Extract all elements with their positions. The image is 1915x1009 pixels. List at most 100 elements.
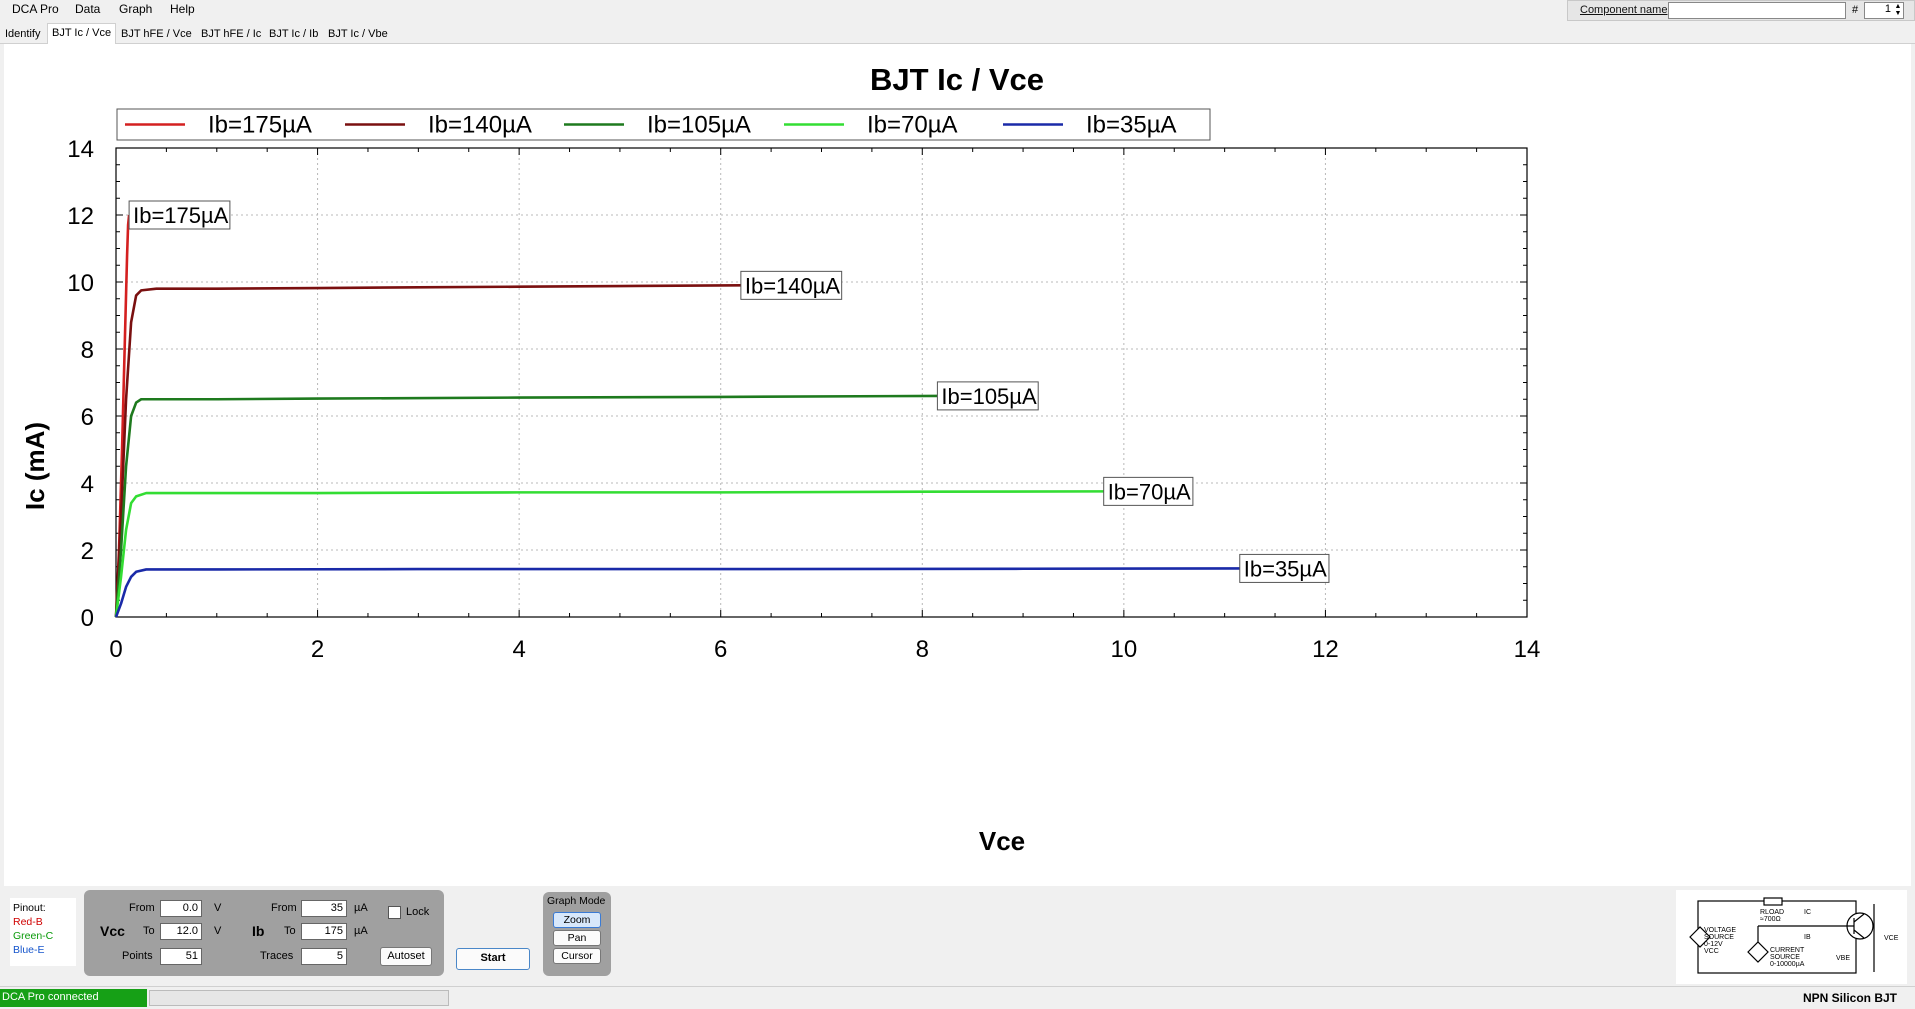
x-tick-label: 8: [916, 636, 929, 663]
cursor-mode-button[interactable]: Cursor: [553, 948, 601, 964]
component-name-label: Component name: [1580, 4, 1668, 16]
autoset-button[interactable]: Autoset: [380, 947, 432, 966]
pan-mode-button[interactable]: Pan: [553, 930, 601, 946]
graph-mode-title: Graph Mode: [547, 895, 606, 907]
series-end-label-box: [1103, 476, 1194, 506]
vsrc-label-4: VCC: [1704, 948, 1719, 955]
pinout-emitter: Blue-E: [13, 944, 45, 956]
ib-label: Ib: [252, 923, 265, 939]
chart-legend[interactable]: Ib=175µA Ib=140µA Ib=105µA Ib=70µA Ib=35µA: [116, 108, 1211, 141]
pinout-title: Pinout:: [13, 902, 46, 914]
ib-to-input[interactable]: 175: [301, 923, 347, 940]
lock-label: Lock: [406, 906, 430, 918]
rload-label: RLOAD: [1760, 909, 1784, 916]
ib-from-unit: µA: [354, 902, 368, 914]
y-tick-label: 2: [81, 538, 94, 565]
lock-checkbox[interactable]: [388, 906, 401, 919]
tab-bjt-hfe-vce[interactable]: BJT hFE / Vce: [121, 28, 192, 40]
vce-label: VCE: [1884, 935, 1899, 942]
series-line-4: [114, 567, 1240, 618]
component-number-spinner[interactable]: 1 ▲ ▼: [1864, 2, 1904, 19]
vcc-from-unit: V: [214, 902, 222, 914]
progress-bar: [149, 990, 449, 1006]
isrc-label-1: CURRENT: [1770, 947, 1805, 954]
vsrc-label-3: 0-12V: [1704, 941, 1723, 948]
points-input[interactable]: 51: [160, 948, 202, 965]
points-label: Points: [122, 950, 153, 962]
tab-bjt-hfe-ic[interactable]: BJT hFE / Ic: [201, 28, 262, 40]
chart-title: BJT Ic / Vce: [870, 62, 1044, 97]
isrc-label-2: SOURCE: [1770, 954, 1800, 961]
legend-label-0: Ib=175µA: [208, 112, 312, 139]
y-tick-label: 8: [81, 337, 94, 364]
component-name-panel: Component name # 1 ▲ ▼: [1567, 0, 1915, 21]
y-tick-label: 12: [67, 203, 94, 230]
ib-circuit-label: IB: [1804, 934, 1811, 941]
graph-mode-panel: Graph Mode Zoom Pan Cursor: [543, 892, 611, 976]
x-tick-label: 10: [1111, 636, 1138, 663]
connection-status: DCA Pro connected: [0, 989, 147, 1007]
series-end-label-3: Ib=70µA: [1103, 476, 1194, 506]
menu-graph[interactable]: Graph: [119, 2, 153, 16]
tab-bjt-ic-vce[interactable]: BJT Ic / Vce: [47, 23, 117, 44]
series-end-labels: Ib=175µA Ib=140µA Ib=105µA Ib=70µA Ib=35µA: [128, 200, 1330, 583]
tab-bjt-ic-vbe[interactable]: BJT Ic / Vbe: [328, 28, 388, 40]
vbe-label: VBE: [1836, 955, 1850, 962]
component-name-input[interactable]: [1668, 2, 1846, 19]
rload-value-label: ≈700Ω: [1760, 916, 1781, 923]
isrc-label-3: 0-10000µA: [1770, 961, 1805, 968]
component-number-value: 1: [1884, 3, 1891, 15]
tab-identify[interactable]: Identify: [5, 28, 41, 40]
vcc-to-unit: V: [214, 925, 222, 937]
vsrc-label-2: SOURCE: [1704, 934, 1734, 941]
ib-from-label: From: [271, 902, 297, 914]
pinout-collector: Green-C: [13, 930, 54, 942]
series-end-label-box: [1239, 553, 1330, 583]
pinout-base: Red-B: [13, 916, 43, 928]
series-end-label-box: [936, 381, 1039, 411]
ib-to-unit: µA: [354, 925, 368, 937]
series-end-label-text: Ib=70µA: [1108, 479, 1191, 504]
x-tick-label: 0: [109, 636, 122, 663]
series-end-label-box: [740, 270, 843, 300]
current-source-icon: [1747, 941, 1769, 963]
tab-bar: Identify BJT Ic / Vce BJT hFE / Vce BJT …: [0, 22, 1915, 44]
test-circuit-diagram: VOLTAGE SOURCE 0-12V VCC CURRENT SOURCE …: [1676, 890, 1907, 984]
vcc-label: Vcc: [100, 923, 125, 939]
x-tick-label: 4: [512, 636, 525, 663]
x-tick-label: 2: [311, 636, 324, 663]
y-axis-label: Ic (mA): [20, 422, 50, 510]
pinout-box: Pinout: Red-B Green-C Blue-E: [10, 898, 76, 966]
legend-label-4: Ib=35µA: [1086, 112, 1177, 139]
menu-help[interactable]: Help: [170, 2, 195, 16]
device-type-label: NPN Silicon BJT: [1802, 991, 1897, 1005]
ib-from-input[interactable]: 35: [301, 900, 347, 917]
series-line-2: [114, 394, 938, 618]
chart-grid: [116, 148, 1527, 617]
x-tick-label: 6: [714, 636, 727, 663]
chart-series: [114, 214, 1240, 618]
tab-bjt-ic-ib[interactable]: BJT Ic / Ib: [269, 28, 319, 40]
zoom-mode-button[interactable]: Zoom: [553, 912, 601, 928]
x-axis-label: Vce: [979, 826, 1025, 856]
vcc-to-input[interactable]: 12.0: [160, 923, 202, 940]
series-end-label-text: Ib=35µA: [1244, 556, 1327, 581]
y-tick-label: 10: [67, 270, 94, 297]
menu-dca-pro[interactable]: DCA Pro: [12, 2, 59, 16]
traces-label: Traces: [260, 950, 294, 962]
series-line-1: [114, 284, 741, 618]
traces-input[interactable]: 5: [301, 948, 347, 965]
plot-frame: [115, 147, 1528, 618]
chart-panel[interactable]: BJT Ic / Vce Vce Ic (mA) 0 2 4 6 8 10 12 14 0 2 4 6…: [4, 44, 1911, 886]
status-bar: DCA Pro connected NPN Silicon BJT: [0, 986, 1915, 1009]
series-end-label-0: Ib=175µA: [128, 200, 231, 230]
ic-label: IC: [1804, 909, 1811, 916]
axis-ticks: 0 2 4 6 8 10 12 14 0 2 4 6 8 10 12 14: [67, 136, 1540, 663]
y-tick-label: 0: [81, 605, 94, 632]
spinner-arrows-icon[interactable]: ▲ ▼: [1894, 3, 1902, 17]
control-panel: Pinout: Red-B Green-C Blue-E From 0.0 V …: [0, 886, 1915, 986]
ic-vce-chart[interactable]: BJT Ic / Vce Vce Ic (mA) 0 2 4 6 8 10 12 14 0 2 4 6…: [4, 44, 1911, 886]
start-button[interactable]: Start: [456, 948, 530, 970]
vcc-from-input[interactable]: 0.0: [160, 900, 202, 917]
menu-data[interactable]: Data: [75, 2, 101, 16]
